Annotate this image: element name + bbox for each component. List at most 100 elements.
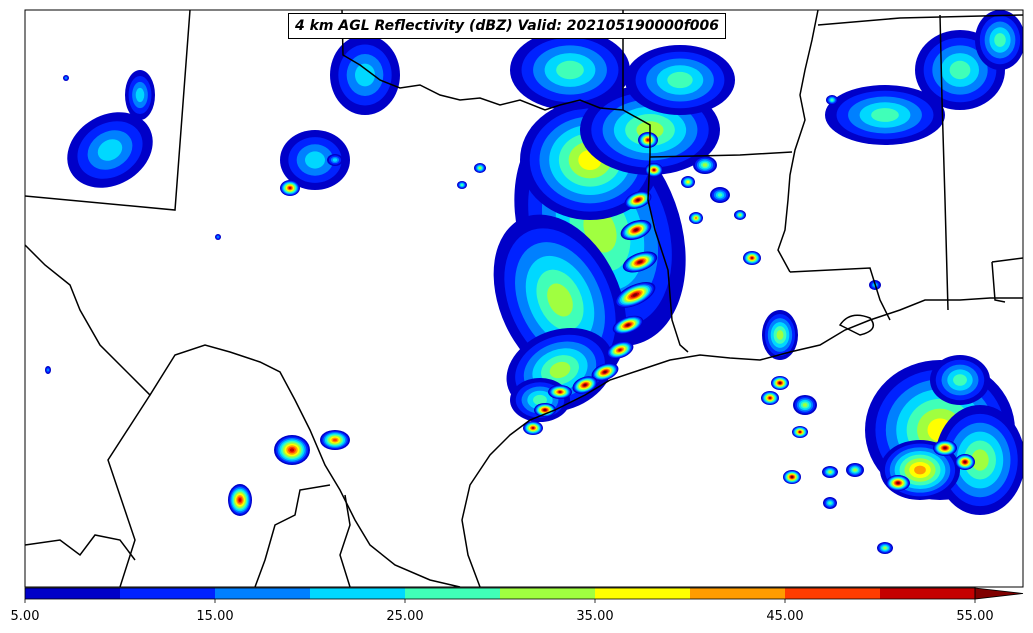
reflectivity-contour [896, 481, 900, 485]
storm-cell [320, 430, 350, 450]
colorbar-segment [120, 588, 216, 599]
reflectivity-contour [238, 498, 242, 502]
storm-cell [693, 156, 717, 174]
colorbar-segment [880, 588, 976, 599]
reflectivity-contour [652, 168, 656, 172]
storm-cell [792, 426, 808, 438]
reflectivity-contour [828, 501, 832, 505]
reflectivity-contour [543, 408, 547, 412]
rio-grande [25, 244, 461, 587]
colorbar-segment [690, 588, 786, 599]
reflectivity-contour [216, 235, 220, 239]
reflectivity-contour [460, 183, 464, 187]
reflectivity-contour [547, 283, 573, 317]
reflectivity-contour [667, 71, 693, 89]
reflectivity-contour [626, 323, 630, 327]
storm-cell [606, 341, 634, 359]
storm-cell [710, 187, 730, 203]
reflectivity-contour [333, 438, 337, 442]
storm-cell [625, 45, 735, 115]
reflectivity-contour [778, 381, 782, 385]
mx-state-border-1 [107, 394, 151, 587]
storm-cell [280, 180, 300, 196]
reflectivity-contour [686, 180, 690, 184]
storm-cell [681, 176, 695, 188]
storm-cell [534, 403, 556, 417]
storm-cell [638, 132, 658, 148]
nm-tx-border [25, 10, 191, 211]
reflectivity-contour [478, 166, 482, 170]
colorbar-segment [310, 588, 406, 599]
storm-cell [826, 95, 838, 105]
la-ms-border [789, 267, 891, 321]
reflectivity-contour [768, 396, 772, 400]
colorbar-segment [595, 588, 691, 599]
al-fl-border [991, 257, 1023, 303]
reflectivity-contour [798, 430, 802, 434]
reflectivity-contour [64, 76, 68, 80]
storm-cell [930, 355, 990, 405]
reflectivity-contour [632, 293, 638, 297]
map-frame [24, 9, 1024, 588]
storm-cell [761, 391, 779, 405]
gulf-coastline [461, 297, 1023, 587]
reflectivity-contour [46, 368, 50, 372]
storm-cell [886, 475, 910, 491]
storm-cell [624, 191, 652, 209]
storm-cell [591, 363, 619, 381]
storm-cell [330, 35, 400, 115]
storm-cell [457, 181, 467, 189]
storm-cell [474, 163, 486, 173]
red-river-border [341, 10, 624, 111]
reflectivity-contour [305, 151, 325, 169]
storm-cell [620, 219, 652, 241]
reflectivity-contour [646, 138, 650, 142]
reflectivity-contour [694, 216, 698, 220]
reflectivity-contour [531, 426, 535, 430]
reflectivity-contour [603, 370, 607, 374]
reflectivity-contour [853, 468, 857, 472]
colorbar-segment [405, 588, 501, 599]
reflectivity-contour [953, 374, 967, 386]
reflectivity-contour [750, 256, 754, 260]
colorbar-tick-label: 45.00 [766, 609, 804, 624]
mx-state-border-4 [25, 534, 136, 561]
storm-cell [228, 484, 252, 516]
reflectivity-contour [949, 60, 971, 80]
reflectivity-contour [963, 460, 967, 464]
reflectivity-contour [288, 186, 292, 190]
storm-cell [548, 385, 572, 399]
reflectivity-contour [828, 470, 832, 474]
reflectivity-contour [583, 383, 587, 387]
storm-cell [645, 163, 663, 177]
storm-cell [63, 75, 69, 81]
storm-cell [935, 405, 1023, 515]
reflectivity-contour [776, 330, 784, 340]
tx-la-border [622, 109, 689, 353]
storm-cell [689, 212, 703, 224]
colorbar-extend-arrow [974, 587, 1024, 600]
colorbar [24, 587, 1024, 603]
storm-cell [877, 542, 893, 554]
storm-cell [572, 376, 598, 394]
reflectivity-contour [702, 163, 708, 167]
reflectivity-contour [790, 475, 794, 479]
reflectivity-contour [549, 361, 571, 379]
storm-cell [825, 85, 945, 145]
reflectivity-contour [994, 33, 1006, 47]
mx-state-border-3 [339, 494, 351, 587]
map-title: 4 km AGL Reflectivity (dBZ) Valid: 20210… [288, 13, 727, 39]
storm-cell [734, 210, 746, 220]
colorbar-tick-label: 5.00 [10, 609, 40, 624]
lake-pontchartrain [838, 314, 875, 336]
storm-cell [933, 440, 957, 456]
reflectivity-contour [618, 348, 622, 352]
storm-cell [955, 454, 975, 470]
storm-cell [823, 497, 837, 509]
political-boundaries [25, 10, 1023, 587]
mississippi-river [777, 10, 819, 273]
reflectivity-field [45, 10, 1023, 554]
storm-cell [125, 70, 155, 120]
storm-cell [274, 435, 310, 465]
